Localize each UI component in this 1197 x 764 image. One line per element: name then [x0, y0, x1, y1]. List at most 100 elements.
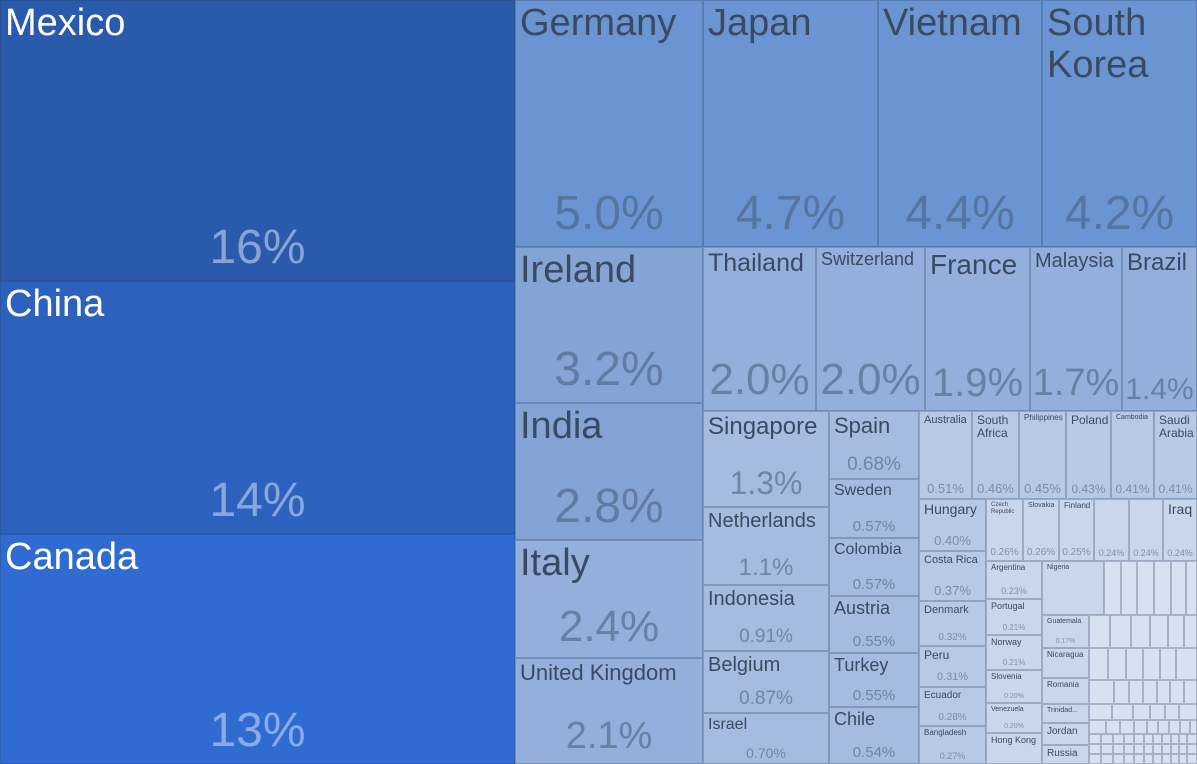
cell-value: 0.20%: [1004, 692, 1024, 700]
cell-label: Trinidad...: [1047, 707, 1078, 714]
minor-cell: [1113, 754, 1124, 764]
cell-value: 0.55%: [852, 687, 896, 705]
cell-value: 2.8%: [554, 479, 664, 533]
cell-value: 0.51%: [927, 481, 964, 497]
minor-cell: [1101, 754, 1113, 764]
cell-label: Nicaragua: [1047, 650, 1084, 659]
cell-mexico: Mexico 16%: [0, 0, 515, 281]
minor-cell: [1153, 734, 1162, 744]
cell-label: Slovenia: [991, 672, 1022, 681]
minor-cell: [1112, 704, 1133, 720]
minor-cell: [1121, 561, 1137, 615]
cell-peru: Peru 0.31%: [919, 646, 986, 687]
cell-label: Romania: [1047, 680, 1080, 689]
cell-label: Sweden: [834, 482, 892, 499]
cell-label: Argentina: [991, 563, 1026, 572]
cell-value: 2.0%: [709, 354, 810, 404]
minor-cell: [1168, 615, 1184, 648]
minor-cell: [1134, 754, 1144, 764]
cell-label: Belgium: [708, 654, 781, 676]
cell-label: Indonesia: [708, 588, 795, 610]
cell-value: 0.25%: [1062, 546, 1091, 558]
minor-cell: [1150, 704, 1165, 720]
minor-cell: [1154, 561, 1171, 615]
minor-cell: [1104, 561, 1121, 615]
cell-label: Saudi Arabia: [1159, 413, 1194, 441]
minor-cell: [1179, 734, 1187, 744]
cell-label: Bangladesh: [924, 728, 967, 737]
cell-value: 0.54%: [852, 744, 896, 762]
cell-label: Italy: [520, 542, 590, 584]
cell-value: 0.46%: [977, 481, 1014, 497]
minor-cell: [1162, 734, 1171, 744]
cell-costa-rica: Costa Rica 0.37%: [919, 551, 986, 601]
cell-nicaragua: Nicaragua: [1042, 648, 1089, 678]
cell-russia: Russia: [1042, 745, 1089, 764]
cell-label: Malaysia: [1035, 250, 1114, 272]
minor-cell: [1184, 615, 1197, 648]
cell-label: Brazil: [1127, 249, 1188, 276]
cell-value: 0.21%: [1002, 622, 1026, 632]
cell-value: 0.40%: [934, 533, 971, 549]
cell-slovenia: Slovenia 0.20%: [986, 670, 1042, 703]
minor-cell: [1171, 744, 1179, 754]
cell-colombia: Colombia 0.57%: [829, 538, 919, 596]
minor-cell: [1179, 704, 1197, 720]
minor-cell: [1165, 704, 1179, 720]
cell-singapore: Singapore 1.3%: [703, 411, 829, 507]
cell-spain: Spain 0.68%: [829, 411, 919, 479]
cell-austria: Austria 0.55%: [829, 596, 919, 653]
minor-cell: [1144, 734, 1153, 744]
cell-norway: Norway 0.21%: [986, 635, 1042, 670]
cell-label: Iraq: [1168, 501, 1193, 517]
cell-portugal: Portugal 0.21%: [986, 599, 1042, 635]
cell-india: India 2.8%: [515, 403, 703, 540]
minor-cell: [1133, 704, 1150, 720]
cell-belgium: Belgium 0.87%: [703, 651, 829, 713]
cell-denmark: Denmark 0.32%: [919, 601, 986, 646]
cell-label: Japan: [708, 2, 812, 44]
cell-value: 0.27%: [939, 750, 966, 761]
cell-japan: Japan 4.7%: [703, 0, 878, 247]
cell-label: Germany: [520, 2, 677, 44]
cell-malaysia: Malaysia 1.7%: [1030, 247, 1122, 411]
cell-brazil: Brazil 1.4%: [1122, 247, 1197, 411]
cell-poland: Poland 0.43%: [1066, 411, 1111, 499]
cell-guatemala: Guatemala 0.17%: [1042, 615, 1089, 648]
cell-south-korea: South Korea 4.2%: [1042, 0, 1197, 247]
cell-unnamed-38: 0.24%: [1129, 499, 1163, 561]
cell-south-africa: South Africa 0.46%: [972, 411, 1019, 499]
minor-cell: [1143, 648, 1160, 680]
minor-cell: [1101, 744, 1113, 754]
minor-cell: [1187, 744, 1197, 754]
cell-label: Guatemala: [1047, 618, 1082, 625]
cell-value: 0.91%: [739, 626, 793, 648]
cell-label: Chile: [834, 709, 876, 729]
minor-cell: [1131, 615, 1150, 648]
cell-label: China: [5, 283, 105, 325]
minor-cell: [1124, 734, 1134, 744]
cell-romania: Romania: [1042, 678, 1089, 704]
minor-cell: [1153, 744, 1162, 754]
cell-value: 13%: [209, 703, 306, 757]
cell-ecuador: Ecuador 0.28%: [919, 687, 986, 726]
minor-cell: [1170, 680, 1184, 704]
minor-cell: [1106, 720, 1120, 734]
minor-cell: [1158, 720, 1169, 734]
minor-cell: [1160, 648, 1176, 680]
cell-label: United Kingdom: [520, 660, 677, 685]
minor-cell: [1190, 720, 1197, 734]
cell-label: Jordan: [1047, 726, 1078, 737]
cell-value: 0.26%: [1026, 546, 1056, 558]
cell-turkey: Turkey 0.55%: [829, 653, 919, 707]
cell-slovakia: Slovakia 0.26%: [1023, 499, 1059, 561]
cell-label: Philippines: [1024, 413, 1063, 422]
minor-cell: [1114, 680, 1129, 704]
cell-label: Denmark: [924, 604, 969, 616]
cell-bangladesh: Bangladesh 0.27%: [919, 726, 986, 764]
minor-cell: [1144, 744, 1153, 754]
cell-label: Russia: [1047, 748, 1078, 759]
minor-cell: [1171, 754, 1179, 764]
cell-label: Turkey: [834, 655, 889, 675]
